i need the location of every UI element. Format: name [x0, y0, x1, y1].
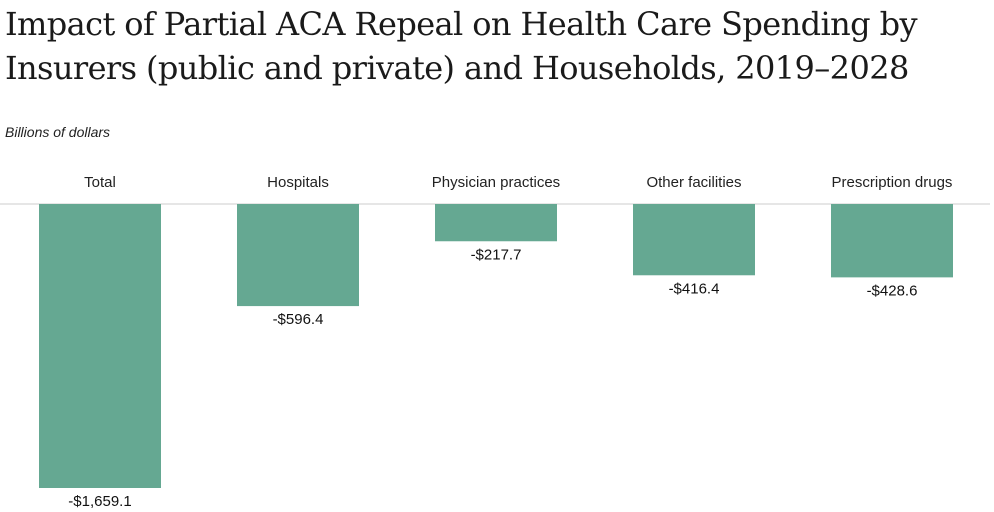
bar-physician-practices [435, 204, 557, 242]
value-label: -$416.4 [669, 280, 720, 297]
bar-other-facilities [633, 204, 755, 276]
bar-hospitals [237, 204, 359, 307]
value-label: -$217.7 [471, 246, 522, 263]
category-label: Total [84, 174, 116, 191]
category-label: Physician practices [432, 174, 560, 191]
category-label: Hospitals [267, 174, 329, 191]
value-label: -$596.4 [273, 311, 324, 328]
chart-title: Impact of Partial ACA Repeal on Health C… [5, 5, 918, 87]
value-label: -$428.6 [867, 282, 918, 299]
category-label: Prescription drugs [832, 174, 953, 191]
units-label: Billions of dollars [5, 124, 111, 140]
bar-total [39, 204, 161, 488]
category-label: Other facilities [646, 174, 741, 191]
bar-prescription-drugs [831, 204, 953, 278]
value-label: -$1,659.1 [68, 493, 131, 510]
